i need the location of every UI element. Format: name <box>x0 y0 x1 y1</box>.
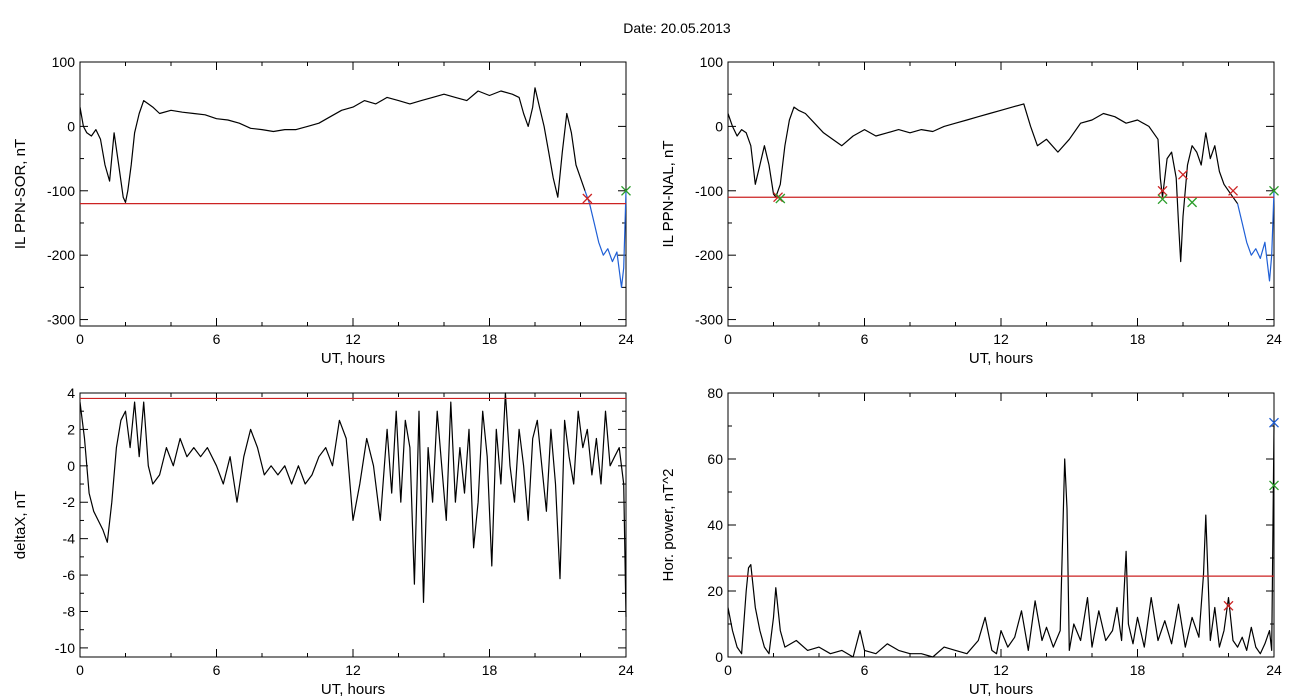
y-tick-label: 60 <box>707 451 723 467</box>
plot-frame <box>79 392 627 658</box>
event-marker <box>1157 185 1168 196</box>
x-tick-label: 12 <box>345 662 361 678</box>
x-tick-label: 0 <box>76 331 84 347</box>
x-axis-label: UT, hours <box>969 681 1033 698</box>
x-axis-label: UT, hours <box>969 350 1033 367</box>
event-marker <box>1178 169 1188 180</box>
event-marker <box>582 193 593 204</box>
y-tick-label: 0 <box>715 649 723 665</box>
data-layer <box>80 392 627 617</box>
x-tick-label: 18 <box>482 331 498 347</box>
y-tick-label: 0 <box>67 458 75 474</box>
y-tick-label: -300 <box>47 312 75 328</box>
figure-title: Date: 20.05.2013 <box>623 20 731 36</box>
y-tick-label: 100 <box>52 54 76 70</box>
y-tick-label: 80 <box>707 385 723 401</box>
y-axis-label: Hor. power, nT^2 <box>660 469 677 582</box>
y-tick-label: -200 <box>695 247 723 263</box>
y-tick-label: -300 <box>695 312 723 328</box>
event-marker <box>1269 185 1279 196</box>
event-marker <box>775 193 786 204</box>
y-tick-label: -100 <box>47 183 75 199</box>
chart-panel-bottom-left: 0 6 12 18 24 4 2 0 -2 -4 -6 -8 -10 UT, hours deltaX, n… <box>12 385 634 698</box>
plot-frame <box>727 61 1275 327</box>
y-tick-label: 0 <box>67 118 75 134</box>
x-tick-label: 24 <box>1266 662 1282 678</box>
x-tick-label: 6 <box>861 662 869 678</box>
event-marker <box>1223 600 1234 611</box>
x-tick-label: 0 <box>724 331 732 347</box>
x-tick-label: 6 <box>213 331 221 347</box>
x-tick-label: 12 <box>993 331 1009 347</box>
x-tick-label: 12 <box>993 662 1009 678</box>
x-tick-label: 24 <box>1266 331 1282 347</box>
event-marker <box>1228 185 1239 196</box>
y-tick-label: 4 <box>67 385 75 401</box>
x-tick-label: 6 <box>213 662 221 678</box>
event-marker <box>1269 480 1279 491</box>
event-marker <box>1269 417 1279 428</box>
x-tick-label: 0 <box>76 662 84 678</box>
data-layer <box>728 103 1275 282</box>
y-tick-label: -8 <box>63 603 76 619</box>
chart-panel-bottom-right: 0 6 12 18 24 80 60 40 20 0 UT, hours Hor. power, nT… <box>660 385 1282 698</box>
x-tick-label: 24 <box>618 331 634 347</box>
y-axis-label: IL PPN-SOR, nT <box>12 139 29 249</box>
series-line <box>584 190 627 288</box>
y-tick-label: 100 <box>700 54 724 70</box>
chart-panel-top-left: 0 6 12 18 24 100 0 -100 -200 -300 UT, hours IL PPN-… <box>12 54 634 367</box>
plot-frame <box>79 61 627 327</box>
y-axis-label: IL PPN-NAL, nT <box>660 141 677 248</box>
x-tick-label: 6 <box>861 331 869 347</box>
y-tick-label: -2 <box>63 494 76 510</box>
event-marker <box>1187 197 1198 208</box>
x-axis-label: UT, hours <box>321 350 385 367</box>
x-tick-label: 18 <box>482 662 498 678</box>
x-axis-label: UT, hours <box>321 681 385 698</box>
y-tick-label: -100 <box>695 183 723 199</box>
y-tick-label: -4 <box>63 531 76 547</box>
x-tick-label: 0 <box>724 662 732 678</box>
event-marker <box>621 185 631 196</box>
series-line <box>80 392 627 617</box>
y-tick-label: -10 <box>55 640 75 656</box>
y-tick-label: 0 <box>715 118 723 134</box>
event-marker <box>773 192 784 203</box>
y-axis-label: deltaX, nT <box>12 491 29 559</box>
x-tick-label: 12 <box>345 331 361 347</box>
series-line <box>728 425 1275 658</box>
y-tick-label: -200 <box>47 247 75 263</box>
series-line <box>728 103 1239 263</box>
series-line <box>80 87 586 203</box>
y-tick-label: 2 <box>67 421 75 437</box>
x-tick-label: 18 <box>1130 331 1146 347</box>
x-tick-label: 24 <box>618 662 634 678</box>
chart-panel-top-right: 0 6 12 18 24 100 0 -100 -200 -300 UT, hours IL PPN-… <box>660 54 1282 367</box>
event-marker <box>1157 194 1168 205</box>
data-layer <box>728 425 1275 658</box>
data-layer <box>80 87 627 288</box>
y-tick-label: 40 <box>707 517 723 533</box>
y-tick-label: -6 <box>63 567 76 583</box>
x-tick-label: 18 <box>1130 662 1146 678</box>
series-line <box>1237 190 1275 282</box>
y-tick-label: 20 <box>707 583 723 599</box>
